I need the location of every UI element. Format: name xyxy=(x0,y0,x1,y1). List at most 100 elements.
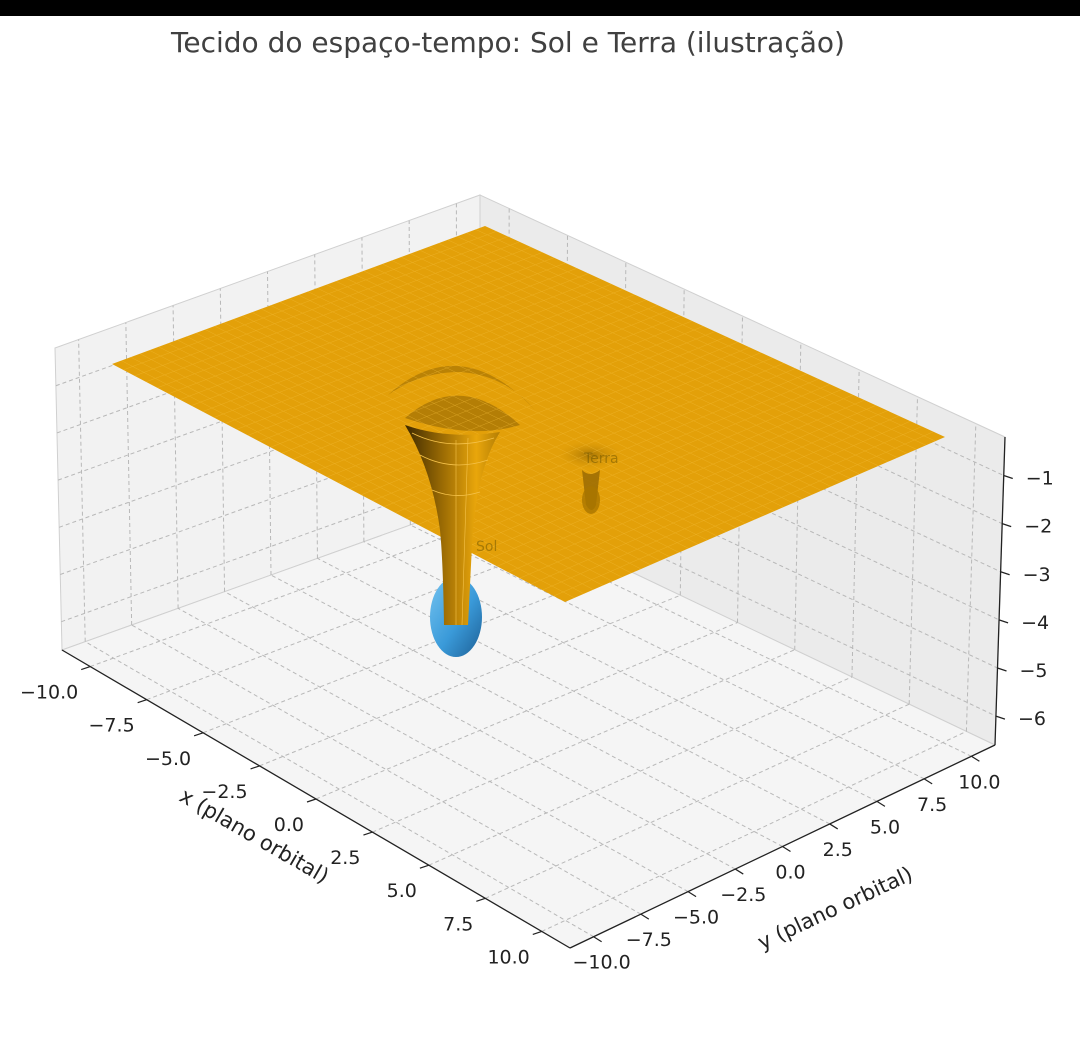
surface-mesh-line xyxy=(519,415,900,579)
x-tick-label: −7.5 xyxy=(89,715,135,737)
surface-mesh-line xyxy=(363,270,822,491)
wall-grid-line xyxy=(78,339,86,642)
z-tick-label: −2 xyxy=(1024,516,1052,538)
surface-mesh-line xyxy=(410,253,870,471)
x-tick-mark xyxy=(363,831,373,836)
surface-mesh-line xyxy=(530,420,911,585)
x-tick-mark xyxy=(81,665,91,671)
top-bar xyxy=(0,0,1080,16)
surface-mesh-line xyxy=(400,256,860,475)
surface-mesh-line xyxy=(326,284,784,508)
surface-mesh-line xyxy=(462,389,842,549)
y-tick-mark xyxy=(640,913,650,920)
x-tick-label: 5.0 xyxy=(387,880,417,902)
surface-mesh-line xyxy=(429,373,808,531)
y-tick-label: 10.0 xyxy=(958,771,1000,793)
floor-grid-line xyxy=(202,567,624,734)
wall-grid-line xyxy=(125,322,133,626)
x-tick-mark xyxy=(137,699,147,704)
y-tick-label: −2.5 xyxy=(720,884,766,906)
z-tick-mark xyxy=(997,667,1007,672)
x-tick-mark xyxy=(532,930,542,936)
z-tick-label: −6 xyxy=(1018,708,1046,730)
x-tick-label: 7.5 xyxy=(443,913,473,935)
x-tick-mark xyxy=(419,864,430,869)
surface-mesh-line xyxy=(428,246,889,462)
y-tick-label: 5.0 xyxy=(870,816,900,838)
y-tick-mark xyxy=(782,845,791,853)
x-tick-mark xyxy=(476,897,486,902)
y-tick-label: −10.0 xyxy=(572,952,630,974)
x-axis-label: x (plano orbital) xyxy=(176,784,333,889)
z-tick-mark xyxy=(998,619,1009,624)
floor-grid-line xyxy=(541,730,967,932)
surface-mesh-line xyxy=(466,232,927,446)
surface-mesh-line xyxy=(349,336,727,490)
y-tick-label: 7.5 xyxy=(917,794,947,816)
y-tick-label: −7.5 xyxy=(626,929,672,951)
surface-mesh-line xyxy=(391,260,851,479)
spacetime-surface xyxy=(112,226,945,626)
surface-mesh-line xyxy=(451,384,831,543)
x-tick-label: 2.5 xyxy=(330,847,360,869)
y-tick-label: −5.0 xyxy=(673,907,719,929)
surface-mesh-line xyxy=(508,410,888,573)
floor-grid-line xyxy=(410,524,925,780)
x-tick-mark xyxy=(193,732,204,737)
surface-mesh-line xyxy=(354,274,813,495)
surface-mesh-line xyxy=(382,263,841,483)
wall-grid-line xyxy=(965,423,977,732)
x-tick-label: −5.0 xyxy=(145,748,191,770)
surface-mesh-line xyxy=(485,399,865,561)
y-tick-mark xyxy=(971,755,980,762)
floor-grid-line xyxy=(315,622,738,800)
z-tick-label: −1 xyxy=(1026,468,1054,490)
axis-ticks: −1−2−3−4−5−6−10.0−7.5−5.0−2.50.02.55.07.… xyxy=(20,468,1054,974)
x-tick-label: 10.0 xyxy=(487,946,529,968)
surface-mesh-line xyxy=(335,280,794,504)
wall-grid-line xyxy=(851,369,860,677)
y-tick-label: 0.0 xyxy=(775,862,805,884)
y-tick-mark xyxy=(876,800,886,807)
surface-mesh-line xyxy=(542,426,923,591)
x-tick-label: 0.0 xyxy=(274,814,304,836)
x-tick-label: −2.5 xyxy=(201,781,247,803)
surface-mesh-line xyxy=(419,249,879,467)
y-tick-label: 2.5 xyxy=(823,839,853,861)
floor-grid-line xyxy=(428,676,853,866)
z-tick-mark xyxy=(1003,474,1013,480)
y-tick-mark xyxy=(734,868,744,875)
surface-mesh-line xyxy=(456,236,917,450)
annotation-sol: Sol xyxy=(476,539,497,555)
z-grid-line xyxy=(60,423,998,669)
y-tick-mark xyxy=(923,778,933,785)
z-tick-mark xyxy=(1000,571,1010,576)
surface-mesh-line xyxy=(474,394,854,555)
surface-mesh-line xyxy=(372,267,832,487)
annotation-terra: Terra xyxy=(583,451,619,467)
z-tick-label: −4 xyxy=(1021,612,1049,634)
floor-grid-line xyxy=(270,574,783,847)
surface-mesh-line xyxy=(440,378,819,537)
z-tick-label: −3 xyxy=(1023,564,1051,586)
surface-mesh-line xyxy=(338,331,716,484)
surface-mesh-line xyxy=(361,341,739,496)
surface-mesh-line xyxy=(438,243,898,458)
z-tick-label: −5 xyxy=(1020,660,1048,682)
wall-grid-line xyxy=(908,396,918,705)
x-tick-label: −10.0 xyxy=(20,682,78,704)
y-tick-mark xyxy=(829,823,839,830)
x-tick-mark xyxy=(250,765,260,770)
floor-grid-line xyxy=(177,607,689,893)
surface-mesh-line xyxy=(447,239,908,454)
z-tick-mark xyxy=(1001,523,1012,528)
floor-grid-line xyxy=(317,557,830,825)
z-tick-mark xyxy=(995,715,1006,720)
surface-mesh-line xyxy=(553,431,934,597)
surface-mesh-line xyxy=(317,287,775,512)
surface-mesh-line xyxy=(417,368,796,525)
z-grid-line xyxy=(58,375,1000,621)
surface-mesh-line xyxy=(345,277,803,500)
surface-mesh-line xyxy=(496,405,877,567)
